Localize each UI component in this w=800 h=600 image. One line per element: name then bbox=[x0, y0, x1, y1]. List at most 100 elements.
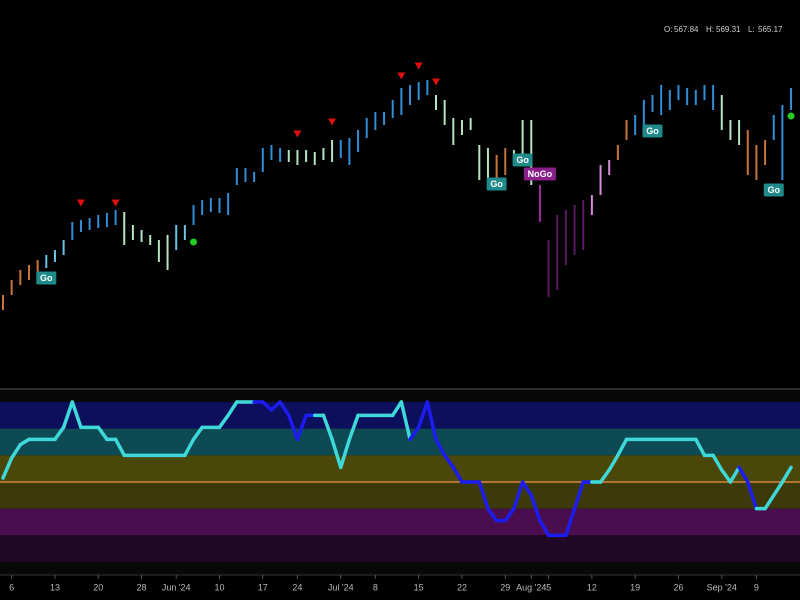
x-tick-label: 10 bbox=[214, 582, 224, 592]
oscillator-line bbox=[512, 480, 525, 511]
oscillator-line bbox=[728, 465, 741, 484]
x-tick-label: 24 bbox=[292, 582, 302, 592]
quote-value: 565.17 bbox=[758, 25, 783, 34]
oscillator-line bbox=[416, 400, 430, 430]
oscillator-band bbox=[0, 508, 800, 536]
x-tick-label: 17 bbox=[258, 582, 268, 592]
oscillator-line bbox=[486, 506, 499, 523]
oscillator-line bbox=[746, 480, 759, 511]
oscillator-line bbox=[269, 400, 282, 412]
signal-triangle bbox=[111, 199, 120, 207]
oscillator-line bbox=[183, 437, 196, 458]
signal-triangle bbox=[397, 72, 406, 80]
x-tick-label: 26 bbox=[673, 582, 683, 592]
oscillator-line bbox=[347, 413, 360, 442]
oscillator-line bbox=[113, 437, 126, 458]
x-tick-label: 19 bbox=[630, 582, 640, 592]
oscillator-line bbox=[278, 400, 291, 418]
oscillator-line bbox=[390, 400, 404, 418]
x-tick-label: 28 bbox=[137, 582, 147, 592]
quote-label: H: bbox=[706, 25, 714, 34]
oscillator-line bbox=[763, 493, 776, 511]
annotation-box bbox=[512, 153, 533, 167]
oscillator-line bbox=[538, 518, 551, 538]
annotation-box bbox=[36, 271, 57, 285]
oscillator-line bbox=[564, 506, 577, 538]
oscillator-line bbox=[408, 425, 421, 442]
oscillator-band bbox=[0, 482, 800, 509]
x-tick-label: 6 bbox=[9, 582, 14, 592]
oscillator-line bbox=[70, 400, 83, 430]
oscillator-line bbox=[191, 425, 204, 442]
oscillator-line bbox=[1, 456, 14, 480]
x-tick-label: Aug '24 bbox=[516, 582, 546, 592]
oscillator-line bbox=[226, 400, 239, 418]
x-tick-label: 5 bbox=[546, 582, 551, 592]
oscillator-line bbox=[9, 442, 23, 460]
oscillator-line bbox=[529, 493, 542, 523]
oscillator-line bbox=[572, 480, 585, 511]
annotation-box bbox=[486, 177, 507, 191]
oscillator-line bbox=[477, 480, 490, 511]
oscillator-line bbox=[321, 413, 334, 442]
oscillator-line bbox=[217, 413, 230, 430]
signal-triangle bbox=[328, 118, 337, 126]
annotation-label: Go bbox=[767, 185, 780, 195]
x-tick-label: 22 bbox=[457, 582, 467, 592]
oscillator-line bbox=[287, 413, 300, 442]
x-tick-label: 8 bbox=[373, 582, 378, 592]
oscillator-band bbox=[0, 455, 800, 482]
annotation-box bbox=[523, 167, 556, 181]
signal-triangle bbox=[293, 130, 302, 138]
oscillator-line bbox=[295, 413, 308, 442]
oscillator-line bbox=[451, 465, 464, 484]
oscillator-line bbox=[737, 465, 750, 484]
oscillator-line bbox=[425, 400, 438, 442]
annotation-box bbox=[763, 183, 784, 197]
x-tick-label: Sep '24 bbox=[707, 582, 737, 592]
quote-label: L: bbox=[748, 25, 755, 34]
oscillator-line bbox=[61, 400, 75, 430]
oscillator-line bbox=[261, 400, 274, 412]
annotation-box bbox=[642, 124, 663, 138]
x-tick-label: Jun '24 bbox=[162, 582, 191, 592]
oscillator-line bbox=[520, 480, 534, 498]
oscillator-line bbox=[434, 437, 447, 458]
annotation-label: Go bbox=[516, 155, 529, 165]
oscillator-line bbox=[720, 468, 733, 484]
oscillator-line bbox=[616, 437, 629, 458]
x-tick-label: 15 bbox=[414, 582, 424, 592]
oscillator-line bbox=[399, 400, 412, 442]
quote-value: 569.31 bbox=[716, 25, 741, 34]
oscillator-line bbox=[694, 437, 707, 458]
annotation-label: NoGo bbox=[528, 169, 553, 179]
oscillator-line bbox=[598, 468, 611, 484]
oscillator-line bbox=[96, 425, 109, 442]
oscillator-line bbox=[53, 425, 66, 442]
signal-triangle bbox=[414, 62, 423, 70]
signal-dot bbox=[787, 112, 795, 120]
annotation-label: Go bbox=[646, 126, 659, 136]
oscillator-line bbox=[442, 453, 456, 470]
oscillator-line bbox=[503, 506, 516, 523]
oscillator-line bbox=[780, 465, 793, 484]
x-tick-label: Jul '24 bbox=[328, 582, 354, 592]
x-tick-label: 20 bbox=[93, 582, 103, 592]
annotation-label: Go bbox=[40, 273, 53, 283]
x-tick-label: 12 bbox=[587, 582, 597, 592]
annotation-label: Go bbox=[490, 179, 503, 189]
oscillator-line bbox=[711, 453, 724, 472]
x-tick-label: 13 bbox=[50, 582, 60, 592]
x-tick-label: 9 bbox=[754, 582, 759, 592]
oscillator-line bbox=[338, 437, 352, 470]
oscillator-band bbox=[0, 535, 800, 562]
oscillator-line bbox=[607, 453, 620, 472]
quote-label: O: bbox=[664, 25, 672, 34]
x-tick-label: 29 bbox=[500, 582, 510, 592]
signal-triangle bbox=[76, 199, 85, 207]
oscillator-line bbox=[330, 437, 343, 470]
oscillator-band bbox=[0, 428, 800, 456]
quote-value: 567.84 bbox=[674, 25, 699, 34]
signal-triangle bbox=[432, 78, 440, 86]
